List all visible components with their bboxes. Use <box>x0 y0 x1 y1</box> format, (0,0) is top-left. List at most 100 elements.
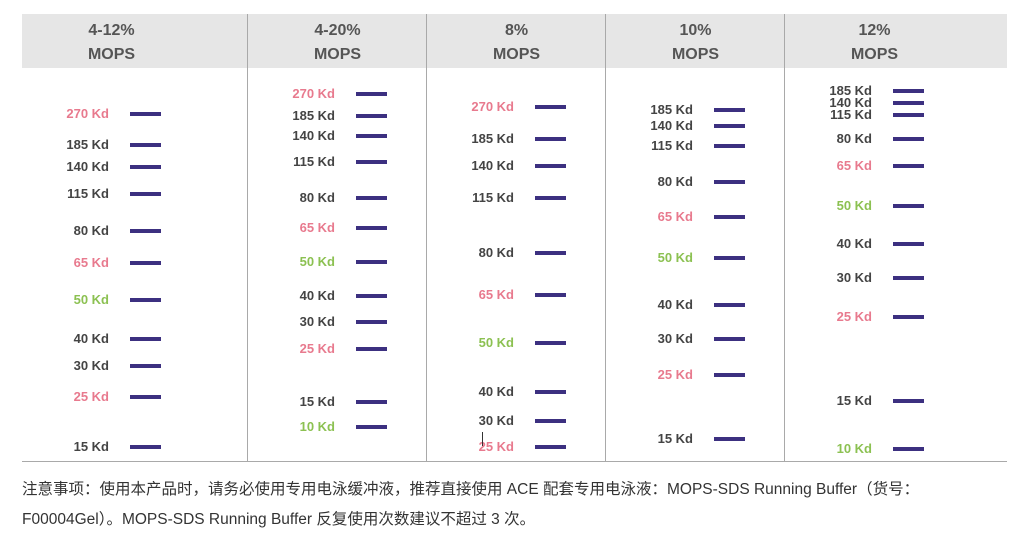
marker-band: 270 Kd <box>248 87 427 101</box>
marker-band: 50 Kd <box>248 255 427 269</box>
band-label: 185 Kd <box>292 108 335 123</box>
band-bar <box>535 293 566 297</box>
marker-band: 185 Kd <box>606 103 785 117</box>
band-label: 80 Kd <box>657 174 693 189</box>
marker-band: 40 Kd <box>427 385 606 399</box>
marker-band: 40 Kd <box>22 332 201 346</box>
marker-band: 30 Kd <box>248 315 427 329</box>
band-bar <box>535 137 566 141</box>
marker-band: 115 Kd <box>785 108 964 122</box>
band-label: 80 Kd <box>73 223 109 238</box>
marker-band: 25 Kd <box>427 440 606 454</box>
band-bar <box>714 337 745 341</box>
marker-band: 185 Kd <box>427 132 606 146</box>
marker-band: 115 Kd <box>248 155 427 169</box>
band-label: 40 Kd <box>299 288 335 303</box>
band-bar <box>356 260 387 264</box>
column-12: 12% MOPS 185 Kd 140 Kd 115 Kd 80 Kd 65 Kd 50 … <box>785 14 964 462</box>
marker-band: 185 Kd <box>785 84 964 98</box>
marker-band: 30 Kd <box>427 414 606 428</box>
band-bar <box>356 196 387 200</box>
band-label: 65 Kd <box>299 220 335 235</box>
column-4-12: 4-12% MOPS 270 Kd 185 Kd 140 Kd 115 Kd 80 Kd… <box>22 14 201 462</box>
column-divider <box>784 14 785 462</box>
band-bar <box>893 204 924 208</box>
band-label: 140 Kd <box>650 118 693 133</box>
note-line-1: 注意事项：使用本产品时，请务必使用专用电泳缓冲液，推荐直接使用 ACE 配套专用… <box>22 481 920 498</box>
marker-band: 140 Kd <box>248 129 427 143</box>
band-label: 65 Kd <box>836 158 872 173</box>
marker-band: 50 Kd <box>785 199 964 213</box>
band-label: 65 Kd <box>73 255 109 270</box>
band-label: 185 Kd <box>829 83 872 98</box>
column-header: 10% MOPS <box>606 14 785 68</box>
band-label: 40 Kd <box>478 384 514 399</box>
column-header: 4-20% MOPS <box>248 14 427 68</box>
marker-band: 80 Kd <box>22 224 201 238</box>
band-bar <box>356 320 387 324</box>
marker-band: 15 Kd <box>22 440 201 454</box>
band-bar <box>356 114 387 118</box>
marker-band: 140 Kd <box>427 159 606 173</box>
marker-band: 25 Kd <box>785 310 964 324</box>
band-bar <box>535 445 566 449</box>
band-bar <box>356 160 387 164</box>
band-bar <box>714 256 745 260</box>
band-label: 185 Kd <box>66 137 109 152</box>
marker-band: 25 Kd <box>248 342 427 356</box>
marker-band: 30 Kd <box>22 359 201 373</box>
band-bar <box>130 143 161 147</box>
band-label: 40 Kd <box>657 297 693 312</box>
band-label: 185 Kd <box>471 131 514 146</box>
marker-table: 4-12% MOPS 270 Kd 185 Kd 140 Kd 115 Kd 80 Kd… <box>22 14 1007 462</box>
marker-band: 185 Kd <box>22 138 201 152</box>
column-8: 8% MOPS 270 Kd 185 Kd 140 Kd 115 Kd 80 Kd 65 … <box>427 14 606 462</box>
band-bar <box>356 347 387 351</box>
band-label: 30 Kd <box>299 314 335 329</box>
marker-band: 80 Kd <box>427 246 606 260</box>
band-label: 50 Kd <box>836 198 872 213</box>
buffer-name: MOPS <box>87 46 136 63</box>
band-label: 80 Kd <box>836 131 872 146</box>
band-label: 80 Kd <box>299 190 335 205</box>
buffer-name: MOPS <box>492 46 541 63</box>
marker-band: 80 Kd <box>606 175 785 189</box>
band-bar <box>714 108 745 112</box>
band-label: 115 Kd <box>67 186 109 201</box>
band-bar <box>356 134 387 138</box>
band-bar <box>893 315 924 319</box>
marker-band: 10 Kd <box>248 420 427 434</box>
band-label: 65 Kd <box>478 287 514 302</box>
marker-band: 30 Kd <box>785 271 964 285</box>
marker-band: 40 Kd <box>785 237 964 251</box>
band-label: 25 Kd <box>836 309 872 324</box>
band-bar <box>130 192 161 196</box>
marker-band: 65 Kd <box>606 210 785 224</box>
band-label: 65 Kd <box>657 209 693 224</box>
band-label: 30 Kd <box>836 270 872 285</box>
marker-band: 65 Kd <box>785 159 964 173</box>
marker-band: 185 Kd <box>248 109 427 123</box>
marker-band: 15 Kd <box>785 394 964 408</box>
band-bar <box>130 165 161 169</box>
note-line-2: F00004Gel）。MOPS-SDS Running Buffer 反复使用次… <box>22 511 536 528</box>
band-label: 25 Kd <box>73 389 109 404</box>
band-label: 10 Kd <box>299 419 335 434</box>
band-bar <box>356 226 387 230</box>
band-label: 30 Kd <box>478 413 514 428</box>
band-bar <box>893 447 924 451</box>
band-bar <box>130 364 161 368</box>
marker-band: 15 Kd <box>606 432 785 446</box>
band-label: 50 Kd <box>73 292 109 307</box>
band-label: 30 Kd <box>73 358 109 373</box>
marker-band: 25 Kd <box>22 390 201 404</box>
gel-percentage: 10% <box>679 22 712 39</box>
band-bar <box>714 215 745 219</box>
band-bar <box>356 92 387 96</box>
marker-band: 65 Kd <box>248 221 427 235</box>
marker-band: 140 Kd <box>785 96 964 110</box>
marker-band: 115 Kd <box>22 187 201 201</box>
column-header: 12% MOPS <box>785 14 964 68</box>
marker-band: 270 Kd <box>22 107 201 121</box>
marker-band: 80 Kd <box>785 132 964 146</box>
